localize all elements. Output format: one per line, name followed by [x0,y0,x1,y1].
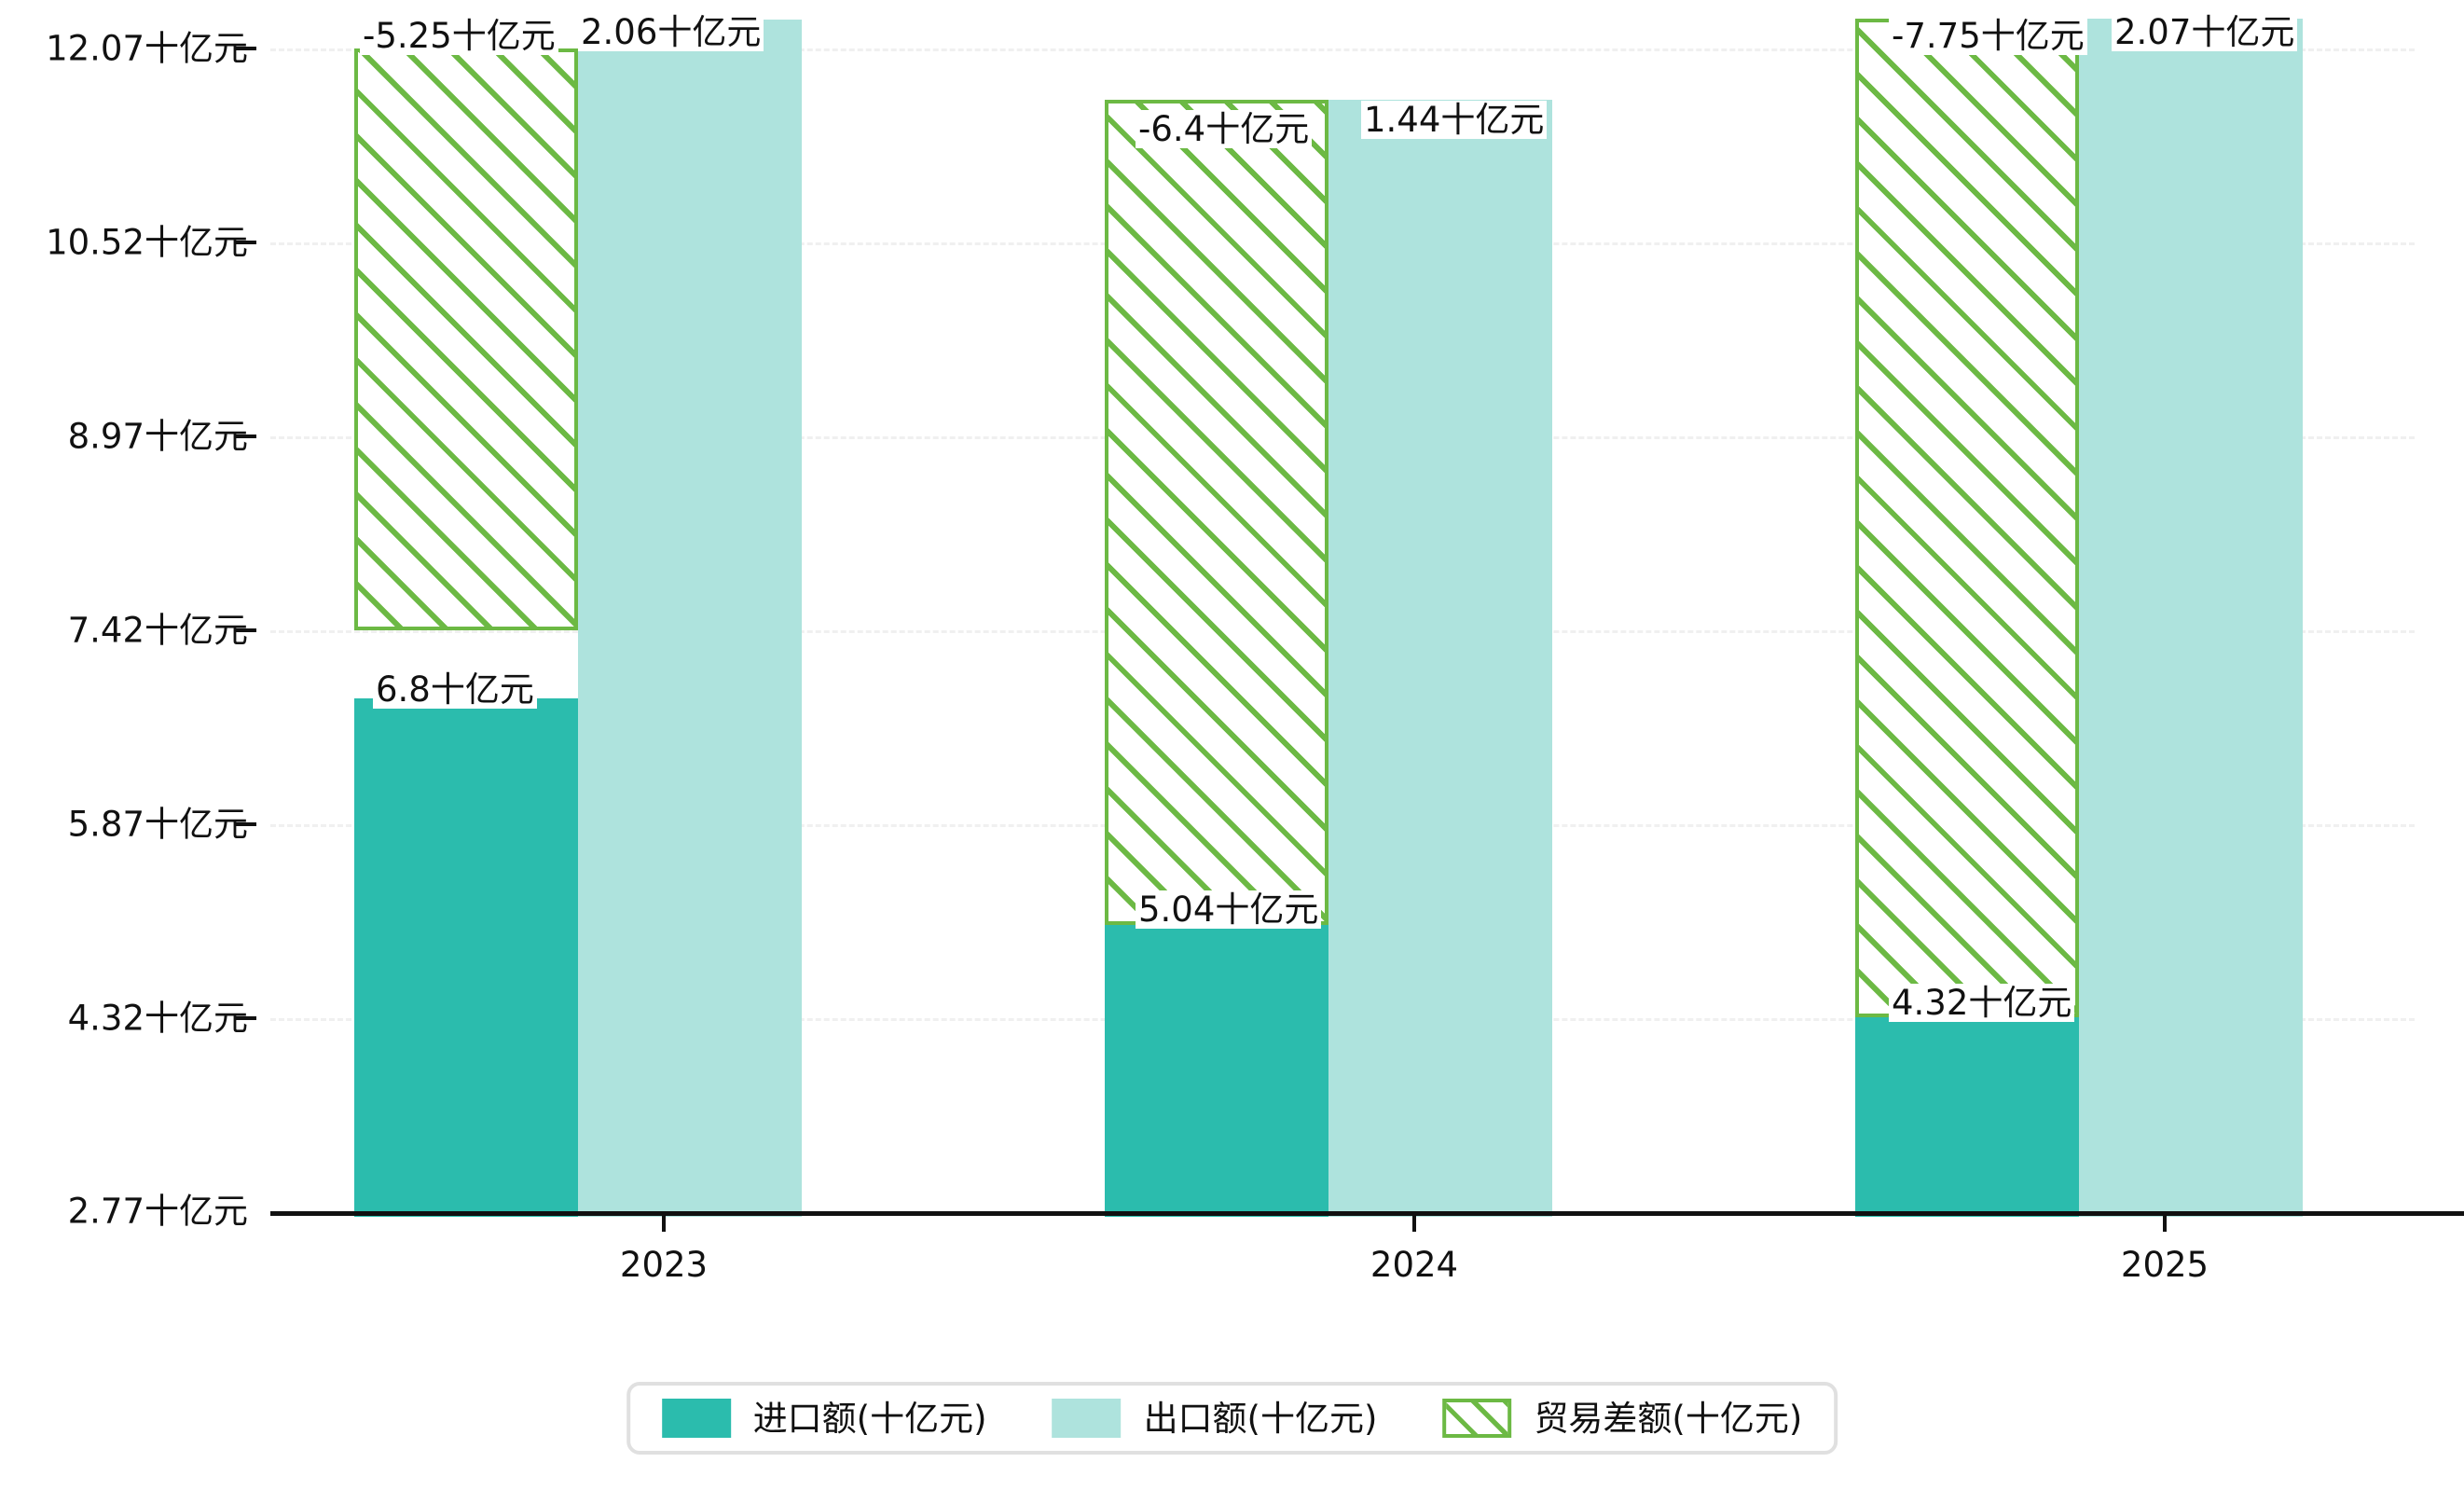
bar-import-2024[interactable] [1105,925,1328,1217]
y-tick-mark-7-42 [236,628,256,632]
value-label-balance-2025: -7.75十亿元 [1889,17,2087,55]
value-label-import-2025: 4.32十亿元 [1889,984,2075,1022]
bar-import-2025[interactable] [1855,1017,2079,1217]
y-tick-label-4-32: 4.32十亿元 [67,998,248,1039]
value-label-balance-2024: -6.4十亿元 [1136,110,1313,148]
bar-balance-2024[interactable] [1105,100,1328,925]
value-label-export-2025: 2.07十亿元 [2112,13,2298,51]
legend-swatch-balance-icon [1442,1399,1512,1438]
x-axis-line [270,1211,2464,1216]
value-label-balance-2023: -5.25十亿元 [360,17,558,55]
bar-balance-2023[interactable] [354,48,578,630]
value-label-export-2024: 1.44十亿元 [1361,101,1548,139]
y-tick-mark-12-07 [236,47,256,50]
legend-item-balance[interactable]: 贸易差额(十亿元) [1442,1399,1802,1438]
legend-label-balance: 贸易差额(十亿元) [1534,1398,1803,1439]
plot-area [270,19,2415,1217]
x-tick-label-2023: 2023 [619,1245,709,1285]
legend-label-import: 进口额(十亿元) [752,1398,987,1439]
y-tick-mark-8-97 [236,435,256,438]
bar-export-2025[interactable] [2079,19,2303,1217]
bar-balance-2025[interactable] [1855,19,2079,1017]
legend-label-export: 出口额(十亿元) [1143,1398,1378,1439]
bar-export-2024[interactable] [1328,100,1552,1217]
x-tick-label-2025: 2025 [2120,1245,2209,1285]
y-tick-mark-5-87 [236,822,256,826]
legend-swatch-export-icon [1052,1399,1122,1438]
value-label-export-2023: 2.06十亿元 [578,13,764,51]
value-label-import-2023: 6.8十亿元 [373,670,537,709]
y-tick-label-5-87: 5.87十亿元 [67,804,248,845]
x-tick-label-2024: 2024 [1370,1245,1459,1285]
bar-export-2023[interactable] [578,20,802,1217]
x-tick-mark-2025 [2163,1211,2167,1232]
y-tick-label-8-97: 8.97十亿元 [67,416,248,457]
y-tick-label-12-07: 12.07十亿元 [46,28,248,69]
x-tick-mark-2023 [662,1211,666,1232]
chart-legend: 进口额(十亿元) 出口额(十亿元) 贸易差额(十亿元) [626,1382,1838,1455]
y-tick-mark-10-52 [236,241,256,244]
legend-swatch-import-icon [661,1399,731,1438]
legend-item-import[interactable]: 进口额(十亿元) [661,1398,987,1439]
legend-item-export[interactable]: 出口额(十亿元) [1052,1398,1378,1439]
y-tick-label-7-42: 7.42十亿元 [67,610,248,651]
y-tick-label-2-77: 2.77十亿元 [67,1191,248,1232]
x-tick-mark-2024 [1412,1211,1416,1232]
gridline-12-07 [270,48,2415,51]
y-tick-label-10-52: 10.52十亿元 [46,222,248,263]
value-label-import-2024: 5.04十亿元 [1136,890,1322,929]
bar-import-2023[interactable] [354,698,578,1217]
y-tick-mark-4-32 [236,1016,256,1020]
